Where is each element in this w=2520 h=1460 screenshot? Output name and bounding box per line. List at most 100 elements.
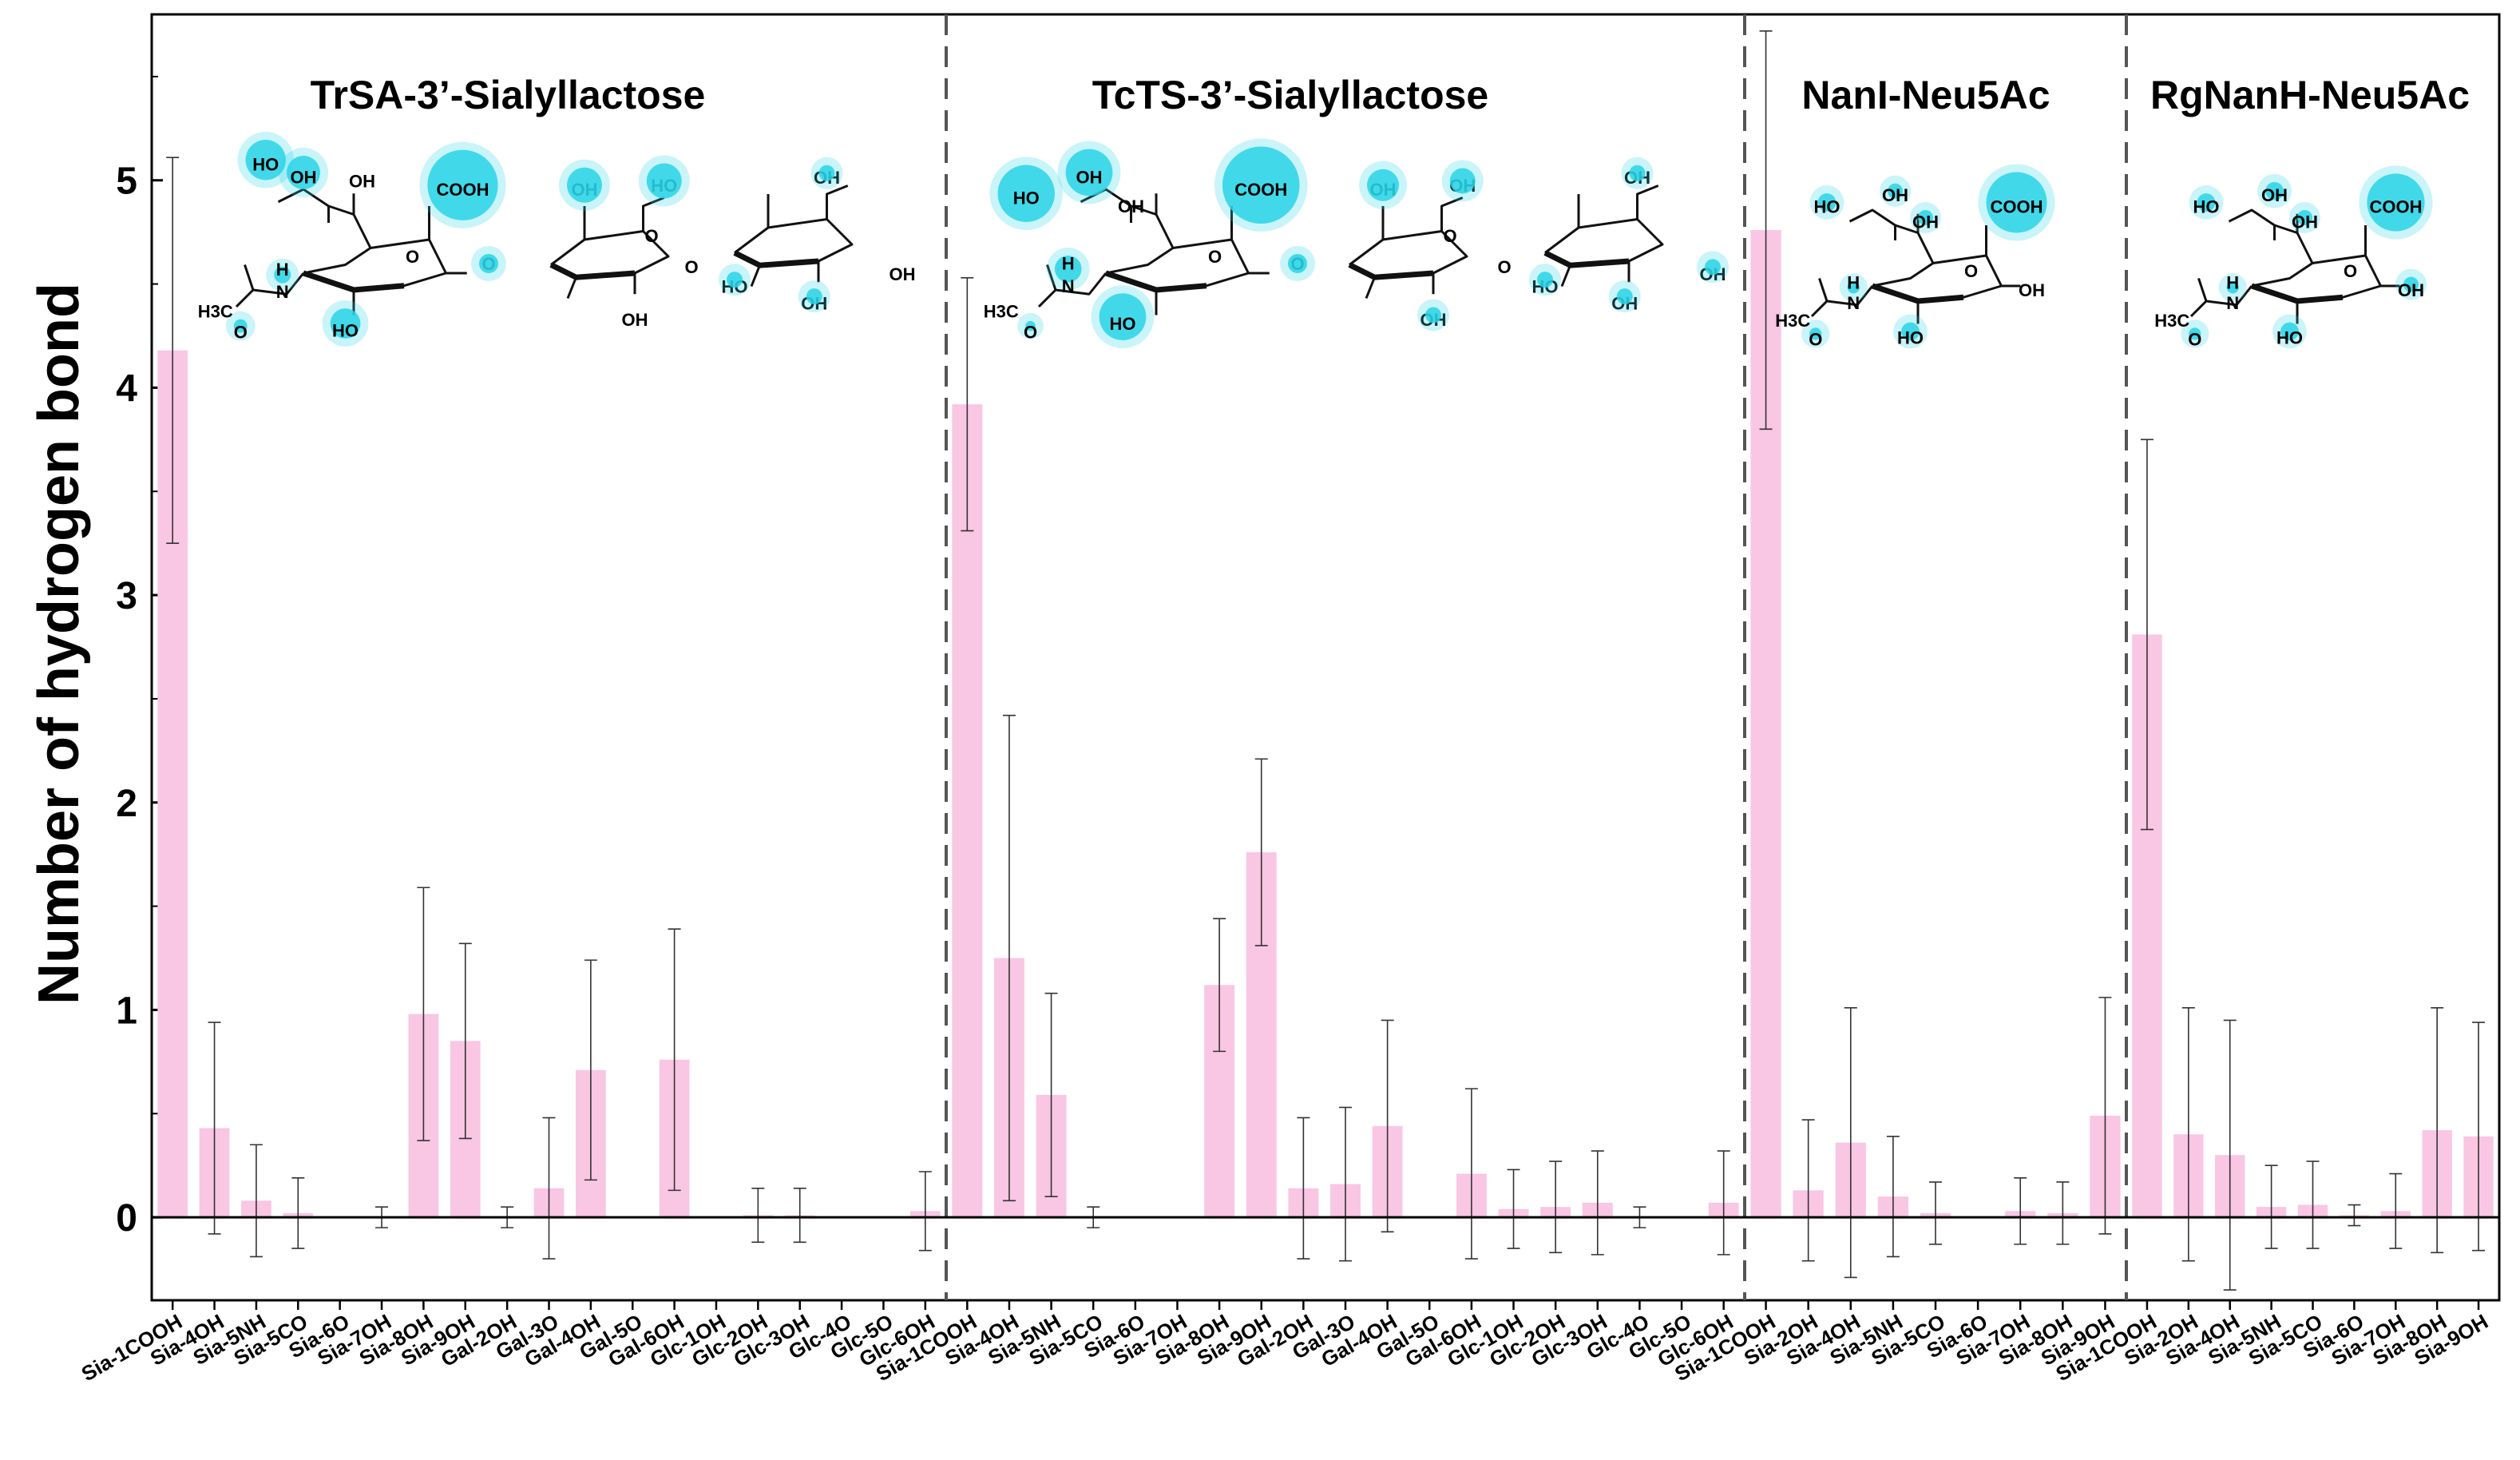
molecule-structures: HOOHOHCOOHOHNH3COHOOHOHOOHOOOHHOOHOHHOOH… xyxy=(198,132,2433,350)
hbond-highlight xyxy=(2297,210,2312,225)
atom-label: O xyxy=(644,226,658,246)
atom-label: OH xyxy=(2398,280,2424,300)
atom-label: HO xyxy=(332,320,359,340)
hbond-highlight xyxy=(2265,181,2284,200)
y-tick-label: 0 xyxy=(116,1197,137,1240)
bond xyxy=(1818,278,1829,302)
hbond-highlight xyxy=(1986,172,2047,233)
hbond-highlight xyxy=(2403,276,2419,292)
hbond-highlight xyxy=(2367,173,2425,232)
hbond-highlight xyxy=(1629,165,1646,181)
panel-title: TrSA-3’-Sialyllactose xyxy=(311,73,706,117)
atom-label: COOH xyxy=(437,180,489,200)
atom-label: N xyxy=(1847,293,1860,313)
hbond-highlight xyxy=(1847,281,1860,294)
hbond-highlight xyxy=(727,272,743,288)
atom-label: HO xyxy=(2193,196,2220,216)
atom-label: HO xyxy=(1814,196,1840,216)
y-tick-label: 2 xyxy=(116,783,137,825)
hbond-highlight xyxy=(1809,327,1822,340)
bond xyxy=(750,264,761,288)
bond xyxy=(235,272,305,308)
atom-label: COOH xyxy=(1234,180,1287,200)
hbond-highlight xyxy=(1705,259,1721,276)
bond xyxy=(642,196,665,232)
bond xyxy=(1365,276,1376,300)
plot-frame xyxy=(150,13,2501,1302)
structure-tcts-sialyllactose: HOOHOHCOOHOHNH3COHOOHOOHOHOOOHHOOHOH xyxy=(984,138,1729,348)
hbond-highlight xyxy=(1918,210,1933,225)
hbond-highlight xyxy=(1065,149,1113,196)
atom-label: OH xyxy=(1076,167,1103,187)
atom-label: OH xyxy=(2261,185,2288,205)
bond xyxy=(826,184,849,220)
hbond-highlight xyxy=(479,254,498,273)
panel-4: Sia-1COOHSia-2OHSia-4OHSia-5NHSia-5COSia… xyxy=(2052,73,2494,1386)
atom-label: OH xyxy=(1882,185,1908,205)
panel-title: NanI-Neu5Ac xyxy=(1801,73,2050,117)
atom-label: HO xyxy=(1013,188,1040,208)
hbond-highlight xyxy=(233,319,248,333)
y-tick-label: 3 xyxy=(116,575,137,617)
atom-label: HO xyxy=(1897,328,1924,348)
atom-label: H xyxy=(2226,272,2239,292)
atom-label: HO xyxy=(252,155,279,175)
atom-label: H xyxy=(1062,253,1075,273)
hbond-highlight xyxy=(1449,168,1476,194)
hbond-highlight xyxy=(2197,193,2216,212)
bond xyxy=(1636,184,1659,220)
atom-label: OH xyxy=(622,310,648,330)
hbond-highlight xyxy=(330,308,361,339)
atom-label: COOH xyxy=(1991,196,2043,216)
hbond-highlight xyxy=(1888,183,1903,199)
atom-label: HO xyxy=(1110,314,1136,334)
hbond-highlight xyxy=(274,266,291,284)
y-tick-label: 4 xyxy=(116,367,137,410)
y-axis-label: Number of hydrogen bond xyxy=(27,283,91,1005)
atom-label: OH xyxy=(291,167,317,187)
hbond-highlight xyxy=(1099,293,1147,340)
hbond-highlight xyxy=(427,149,498,220)
atom-label: OH xyxy=(349,172,375,192)
hbond-highlight xyxy=(646,163,682,199)
atom-label: O xyxy=(2188,330,2201,350)
hbond-highlight xyxy=(1901,322,1920,341)
atom-label: O xyxy=(234,323,248,343)
hbond-highlight xyxy=(1025,320,1036,331)
bond xyxy=(1046,264,1057,291)
atom-label: O xyxy=(1497,257,1511,277)
hbond-highlight xyxy=(997,165,1055,222)
atom-label: OH xyxy=(890,264,916,284)
atom-label: O xyxy=(1024,323,1037,343)
bond xyxy=(2197,278,2208,302)
bar xyxy=(952,404,983,1218)
atom-label: OH xyxy=(1118,196,1144,216)
hbond-highlight xyxy=(245,140,286,181)
atom-label: H xyxy=(276,260,289,280)
atom-label: O xyxy=(684,257,698,277)
hbond-highlight xyxy=(806,288,822,305)
hbond-highlight xyxy=(1367,169,1399,201)
axes: Number of hydrogen bond xyxy=(27,283,91,1005)
hbond-highlight xyxy=(2189,327,2201,340)
atom-label: O xyxy=(1964,261,1978,281)
atom-label: N xyxy=(1062,276,1075,296)
hbond-highlight xyxy=(1222,146,1300,224)
hbond-highlight xyxy=(1054,255,1082,283)
atom-label: H3C xyxy=(1775,311,1810,331)
y-tick-label: 5 xyxy=(116,161,137,203)
bond xyxy=(1810,285,1874,318)
atom-label: COOH xyxy=(2370,196,2423,216)
panel-title: TcTS-3’-Sialyllactose xyxy=(1092,73,1488,117)
atom-label: O xyxy=(1809,330,1822,350)
hbond-highlight xyxy=(287,156,320,189)
structure-trsa-sialyllactose: HOOHOHCOOHOHNH3COHOOHOHOOHOOOHHOOHOH xyxy=(198,132,916,347)
bond xyxy=(1440,196,1464,232)
bond xyxy=(566,276,577,300)
atom-label: H xyxy=(1847,272,1860,292)
hbond-highlight xyxy=(1425,307,1441,323)
hbond-highlight xyxy=(567,167,602,203)
hbond-highlight xyxy=(1616,288,1633,305)
